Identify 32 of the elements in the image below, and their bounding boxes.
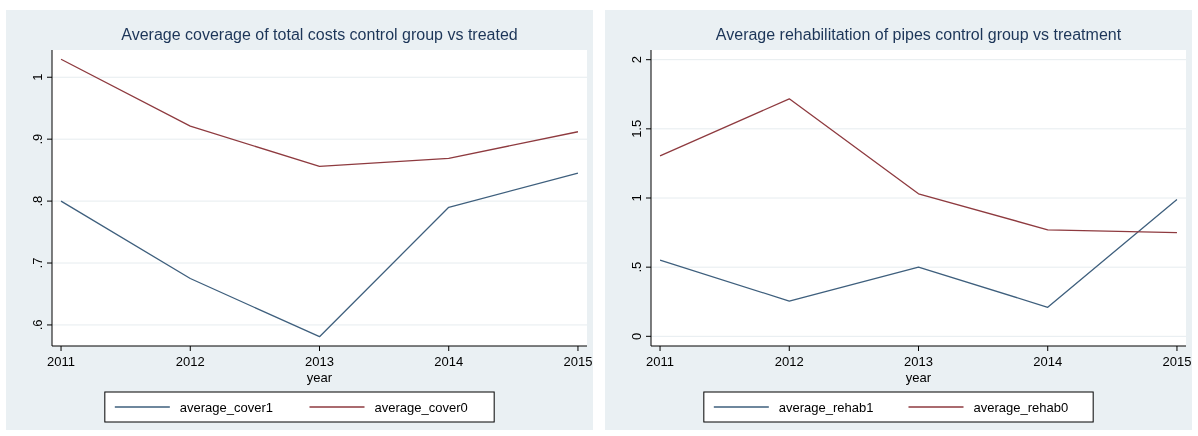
x-tick-label: 2014 xyxy=(1033,354,1063,369)
y-tick-label: .5 xyxy=(629,261,644,273)
legend-label: average_rehab0 xyxy=(973,400,1069,415)
x-tick-label: 2012 xyxy=(175,354,205,369)
y-tick-label: .7 xyxy=(30,257,45,269)
y-tick-label: .6 xyxy=(30,319,45,331)
legend-label: average_cover1 xyxy=(179,400,274,415)
chart-title: Average coverage of total costs control group vs treated xyxy=(121,26,518,43)
x-tick-label: 2015 xyxy=(563,354,593,369)
x-tick-label: 2013 xyxy=(904,354,933,369)
y-tick-label: 0 xyxy=(629,332,644,340)
line-series xyxy=(60,58,579,168)
x-axis-title: year xyxy=(905,370,932,385)
y-tick-label: 1 xyxy=(629,194,644,202)
y-tick-label: .8 xyxy=(30,195,45,207)
legend-label: average_rehab1 xyxy=(778,400,874,415)
line-series xyxy=(659,198,1178,308)
y-tick-label: 1 xyxy=(30,73,45,81)
y-tick-label: .9 xyxy=(30,133,45,145)
legend-label: average_cover0 xyxy=(374,400,468,415)
x-tick-label: 2013 xyxy=(305,354,334,369)
y-tick-label: 2 xyxy=(629,56,644,64)
line-series xyxy=(60,172,579,338)
x-tick-label: 2014 xyxy=(434,354,464,369)
x-axis-title: year xyxy=(306,370,333,385)
chart-title: Average rehabilitation of pipes control group vs treatment xyxy=(715,26,1122,43)
x-tick-label: 2011 xyxy=(47,354,76,369)
x-tick-label: 2012 xyxy=(774,354,804,369)
y-tick-label: 1.5 xyxy=(629,119,644,138)
line-series xyxy=(659,98,1178,234)
x-tick-label: 2015 xyxy=(1162,354,1192,369)
x-tick-label: 2011 xyxy=(646,354,675,369)
